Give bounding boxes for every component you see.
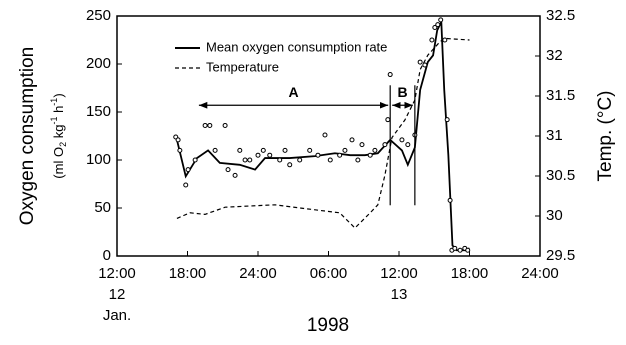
data-point <box>367 152 373 158</box>
x-tick-label: 24:00 <box>239 265 277 282</box>
x-axis-label: 1998 <box>307 315 349 336</box>
data-point <box>247 157 253 163</box>
data-point <box>387 72 393 78</box>
data-point <box>435 22 441 28</box>
data-point <box>457 247 463 253</box>
data-point <box>277 157 283 163</box>
data-point <box>287 162 293 168</box>
data-point <box>267 152 273 158</box>
data-point <box>438 17 444 23</box>
data-point <box>175 137 181 143</box>
data-point <box>212 147 218 153</box>
data-point <box>452 245 458 251</box>
data-point <box>225 167 231 173</box>
y2-tick-label: 31.5 <box>546 87 575 104</box>
data-point <box>442 37 448 43</box>
data-point <box>337 152 343 158</box>
data-point <box>385 117 391 123</box>
data-point <box>307 147 313 153</box>
units-part: (ml O <box>51 147 66 179</box>
y-axis-units: (ml O2 kg-1 h-1) <box>49 93 68 178</box>
data-point <box>422 62 428 68</box>
legend-label: Mean oxygen consumption rate <box>206 39 387 54</box>
data-point <box>382 142 388 148</box>
data-point <box>327 157 333 163</box>
x-tick-label: 18:00 <box>451 265 489 282</box>
data-point <box>207 122 213 128</box>
period-label: A <box>288 84 298 100</box>
data-point <box>242 157 248 163</box>
data-point <box>465 247 471 253</box>
data-point <box>282 147 288 153</box>
period-label: B <box>397 84 407 100</box>
x-tick-label: 12:00 <box>380 265 418 282</box>
units-part: -1 <box>49 98 59 106</box>
data-point <box>297 157 303 163</box>
x-tick-label: 06:00 <box>310 265 348 282</box>
units-part: ) <box>51 93 66 97</box>
data-point <box>417 59 423 65</box>
data-point <box>255 152 261 158</box>
data-point <box>222 122 228 128</box>
units-part: 2 <box>58 142 68 147</box>
data-point <box>202 122 208 128</box>
x-date-label: 13 <box>391 286 408 303</box>
data-point <box>349 137 355 143</box>
y-tick-label: 100 <box>86 151 111 168</box>
data-point <box>260 147 266 153</box>
data-point <box>359 142 365 148</box>
y-tick-label: 0 <box>103 247 111 264</box>
y2-tick-label: 30 <box>546 207 563 224</box>
y2-tick-label: 32 <box>546 47 563 64</box>
data-point <box>429 37 435 43</box>
x-month-label: Jan. <box>103 307 131 324</box>
data-point <box>447 197 453 203</box>
temperature-line <box>176 37 470 229</box>
data-point <box>322 132 328 138</box>
data-point <box>192 157 198 163</box>
data-point <box>355 157 361 163</box>
data-point <box>232 172 238 178</box>
units-part: h <box>51 106 66 117</box>
y-axis-label: Oxygen consumption <box>17 47 38 226</box>
y2-tick-label: 29.5 <box>546 247 575 264</box>
y-tick-label: 50 <box>94 199 111 216</box>
y2-tick-label: 30.5 <box>546 167 575 184</box>
y-tick-label: 250 <box>86 7 111 24</box>
y2-tick-label: 31 <box>546 127 563 144</box>
x-tick-label: 24:00 <box>521 265 559 282</box>
data-point <box>315 152 321 158</box>
y2-tick-label: 32.5 <box>546 7 575 24</box>
data-point <box>177 147 183 153</box>
data-point <box>405 142 411 148</box>
x-tick-label: 18:00 <box>169 265 207 282</box>
y2-axis-label: Temp. (°C) <box>595 91 616 182</box>
data-point <box>237 147 243 153</box>
data-point <box>185 167 191 173</box>
data-point <box>432 25 438 31</box>
units-part: kg <box>51 125 66 142</box>
units-part: -1 <box>49 117 59 125</box>
y-tick-label: 200 <box>86 55 111 72</box>
data-point <box>372 147 378 153</box>
data-point <box>399 137 405 143</box>
data-point <box>342 147 348 153</box>
y-tick-label: 150 <box>86 103 111 120</box>
legend-label: Temperature <box>206 59 279 74</box>
data-point <box>444 117 450 123</box>
x-tick-label: 12:00 <box>98 265 136 282</box>
x-date-label: 12 <box>109 286 126 303</box>
data-point <box>183 182 189 188</box>
